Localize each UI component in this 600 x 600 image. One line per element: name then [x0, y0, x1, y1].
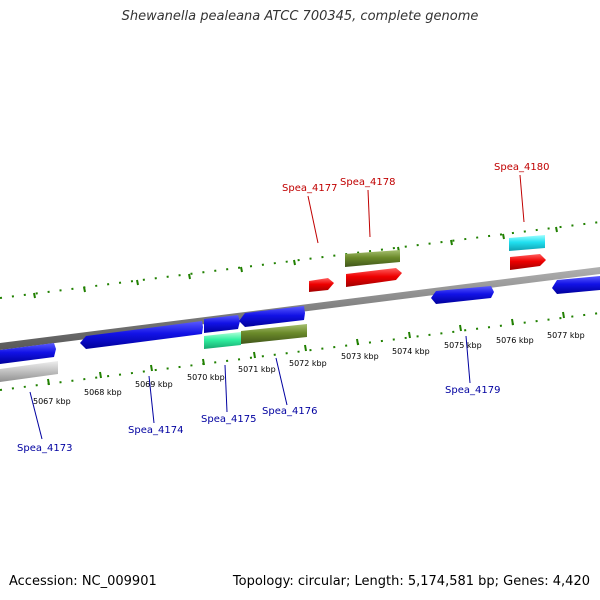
outer-major-tick	[450, 239, 453, 246]
gene-arrow-spea-4179[interactable]	[431, 286, 494, 304]
outer-major-tick	[240, 266, 243, 273]
olive-feature-upper	[345, 250, 400, 267]
gene-label-spea-4176[interactable]: Spea_4176	[262, 406, 317, 417]
leader-line	[148, 375, 155, 424]
inner-major-tick	[47, 378, 50, 386]
reverse-genes	[309, 235, 546, 292]
leader-line	[224, 364, 228, 413]
forward-genes	[0, 276, 600, 364]
scale-label: 5072 kbp	[289, 359, 327, 368]
scale-label: 5077 kbp	[547, 331, 585, 340]
gene-label-spea-4178[interactable]: Spea_4178	[340, 177, 395, 188]
scale-label: 5071 kbp	[238, 365, 276, 374]
outer-major-tick	[502, 233, 505, 240]
olive-feature-lower	[241, 324, 307, 344]
leader-line	[367, 189, 371, 238]
scale-label: 5073 kbp	[341, 352, 379, 361]
inner-tick-ring	[0, 311, 600, 391]
outer-major-tick	[33, 292, 36, 299]
accession-text: Accession: NC_009901	[9, 574, 157, 589]
scale-label: 5075 kbp	[444, 341, 482, 350]
gene-arrow-spea-4173[interactable]	[0, 343, 56, 364]
outer-major-tick	[188, 273, 191, 280]
gene-labels-bottom: Spea_4173 Spea_4174 Spea_4175 Spea_4176 …	[17, 385, 500, 454]
gene-label-spea-4180[interactable]: Spea_4180	[494, 162, 549, 173]
outer-major-tick	[83, 286, 86, 293]
inner-major-tick	[253, 351, 256, 359]
gene-arrow-spea-4176[interactable]	[239, 306, 305, 327]
genome-summary-text: Topology: circular; Length: 5,174,581 bp…	[232, 574, 590, 589]
leader-line	[465, 335, 471, 384]
inner-major-tick	[408, 331, 411, 339]
leader-lines-bottom	[29, 335, 471, 440]
outer-major-tick	[555, 226, 558, 233]
teal-feature	[204, 332, 241, 349]
outer-tick-ring	[0, 221, 600, 299]
inner-features	[0, 324, 307, 382]
scale-label: 5068 kbp	[84, 388, 122, 397]
inner-major-tick	[202, 358, 205, 366]
grey-feature	[0, 361, 58, 382]
gene-arrow-right-edge[interactable]	[552, 276, 600, 294]
gene-arrow-spea-4180[interactable]	[510, 254, 546, 270]
inner-major-tick	[562, 311, 565, 319]
inner-dotted-line	[0, 312, 600, 391]
gene-label-spea-4174[interactable]: Spea_4174	[128, 425, 183, 436]
leader-line	[29, 391, 43, 440]
scale-label: 5070 kbp	[187, 373, 225, 382]
leader-line	[275, 357, 288, 406]
gene-label-spea-4175[interactable]: Spea_4175	[201, 414, 256, 425]
gene-arrow-spea-4177[interactable]	[309, 278, 334, 292]
scale-label: 5067 kbp	[33, 397, 71, 406]
scale-labels: 5067 kbp 5068 kbp 5069 kbp 5070 kbp 5071…	[33, 331, 585, 406]
inner-major-tick	[459, 324, 462, 332]
scale-label: 5076 kbp	[496, 336, 534, 345]
cyan-feature	[509, 235, 545, 251]
scale-label: 5069 kbp	[135, 380, 173, 389]
outer-major-tick	[136, 279, 139, 286]
gene-arrow-spea-4178[interactable]	[346, 268, 402, 287]
inner-major-tick	[99, 371, 102, 379]
inner-major-tick	[150, 364, 153, 372]
gene-label-spea-4173[interactable]: Spea_4173	[17, 443, 72, 454]
inner-major-tick	[511, 318, 514, 326]
map-title: Shewanella pealeana ATCC 700345, complet…	[121, 9, 479, 24]
inner-major-tick	[304, 344, 307, 352]
outer-major-tick	[293, 259, 296, 266]
leader-line	[307, 195, 319, 244]
inner-major-tick	[356, 338, 359, 346]
scale-label: 5074 kbp	[392, 347, 430, 356]
gene-labels-top: Spea_4177 Spea_4178 Spea_4180	[282, 162, 549, 194]
leader-line	[519, 174, 525, 223]
gene-arrow-spea-4175[interactable]	[204, 315, 240, 333]
gene-label-spea-4179[interactable]: Spea_4179	[445, 385, 500, 396]
leader-lines-top	[307, 174, 525, 244]
gene-arrow-spea-4174[interactable]	[80, 321, 203, 349]
gene-label-spea-4177[interactable]: Spea_4177	[282, 183, 337, 194]
